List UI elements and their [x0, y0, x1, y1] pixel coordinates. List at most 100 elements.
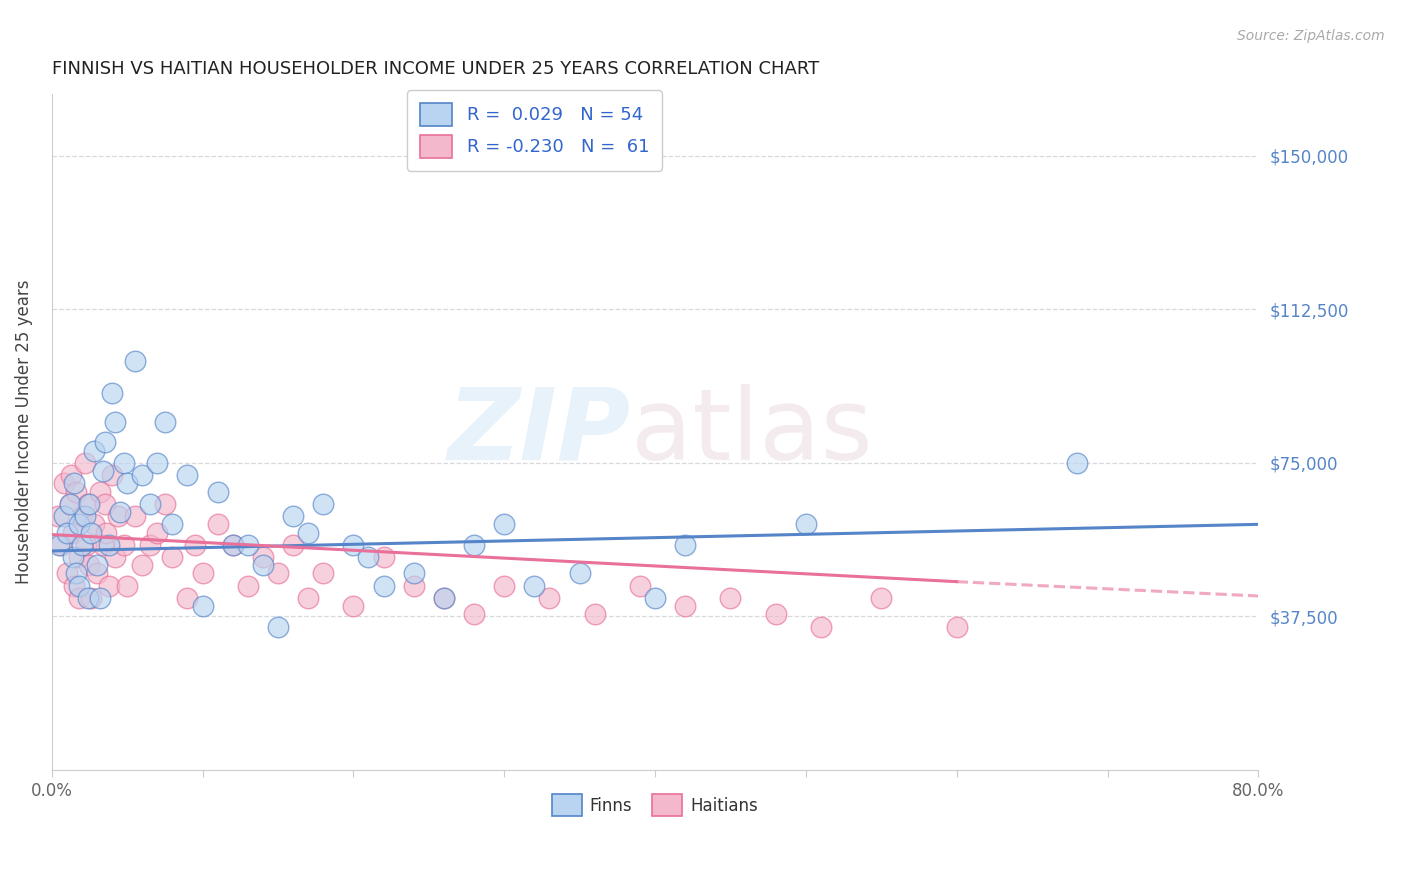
Point	[67, 550, 90, 565]
Point	[162, 550, 184, 565]
Point	[115, 579, 138, 593]
Point	[60, 468, 83, 483]
Point	[89, 591, 111, 605]
Point	[357, 550, 380, 565]
Point	[176, 468, 198, 483]
Point	[91, 464, 114, 478]
Point	[870, 591, 893, 605]
Point	[146, 456, 169, 470]
Point	[79, 558, 101, 573]
Point	[77, 591, 100, 605]
Point	[153, 497, 176, 511]
Point	[794, 517, 817, 532]
Text: ZIP: ZIP	[449, 384, 631, 481]
Point	[463, 538, 485, 552]
Point	[463, 607, 485, 622]
Point	[86, 566, 108, 581]
Point	[342, 599, 364, 614]
Point	[433, 591, 456, 605]
Point	[402, 566, 425, 581]
Point	[252, 550, 274, 565]
Point	[281, 538, 304, 552]
Point	[297, 525, 319, 540]
Point	[93, 435, 115, 450]
Point	[1066, 456, 1088, 470]
Point	[162, 517, 184, 532]
Point	[101, 468, 124, 483]
Point	[48, 538, 70, 552]
Point	[131, 558, 153, 573]
Point	[236, 579, 259, 593]
Point	[108, 505, 131, 519]
Point	[73, 509, 96, 524]
Point	[49, 538, 72, 552]
Point	[67, 517, 90, 532]
Point	[107, 509, 129, 524]
Point	[433, 591, 456, 605]
Point	[153, 415, 176, 429]
Point	[312, 566, 335, 581]
Point	[139, 538, 162, 552]
Point	[75, 538, 97, 552]
Point	[70, 538, 93, 552]
Point	[765, 607, 787, 622]
Point	[720, 591, 742, 605]
Point	[207, 484, 229, 499]
Point	[93, 497, 115, 511]
Point	[65, 566, 87, 581]
Point	[91, 538, 114, 552]
Point	[373, 579, 395, 593]
Point	[112, 538, 135, 552]
Point	[63, 579, 86, 593]
Point	[62, 525, 84, 540]
Point	[56, 566, 79, 581]
Point	[342, 538, 364, 552]
Point	[673, 538, 696, 552]
Point	[402, 579, 425, 593]
Legend: Finns, Haitians: Finns, Haitians	[546, 788, 765, 822]
Point	[124, 509, 146, 524]
Point	[945, 620, 967, 634]
Point	[494, 579, 516, 593]
Point	[67, 579, 90, 593]
Point	[191, 566, 214, 581]
Point	[281, 509, 304, 524]
Point	[89, 484, 111, 499]
Point	[59, 497, 82, 511]
Point	[104, 415, 127, 429]
Point	[67, 591, 90, 605]
Point	[124, 353, 146, 368]
Text: atlas: atlas	[631, 384, 873, 481]
Text: FINNISH VS HAITIAN HOUSEHOLDER INCOME UNDER 25 YEARS CORRELATION CHART: FINNISH VS HAITIAN HOUSEHOLDER INCOME UN…	[52, 60, 820, 78]
Point	[70, 509, 93, 524]
Point	[52, 476, 75, 491]
Y-axis label: Householder Income Under 25 years: Householder Income Under 25 years	[15, 280, 32, 584]
Point	[86, 558, 108, 573]
Point	[94, 525, 117, 540]
Point	[494, 517, 516, 532]
Point	[252, 558, 274, 573]
Point	[104, 550, 127, 565]
Point	[80, 591, 103, 605]
Point	[184, 538, 207, 552]
Point	[538, 591, 561, 605]
Point	[80, 525, 103, 540]
Point	[98, 579, 121, 593]
Point	[583, 607, 606, 622]
Point	[83, 517, 105, 532]
Point	[628, 579, 651, 593]
Point	[112, 456, 135, 470]
Point	[63, 476, 86, 491]
Point	[267, 620, 290, 634]
Point	[176, 591, 198, 605]
Point	[267, 566, 290, 581]
Point	[101, 386, 124, 401]
Point	[523, 579, 546, 593]
Point	[373, 550, 395, 565]
Point	[568, 566, 591, 581]
Point	[77, 497, 100, 511]
Point	[65, 484, 87, 499]
Point	[673, 599, 696, 614]
Text: Source: ZipAtlas.com: Source: ZipAtlas.com	[1237, 29, 1385, 43]
Point	[98, 538, 121, 552]
